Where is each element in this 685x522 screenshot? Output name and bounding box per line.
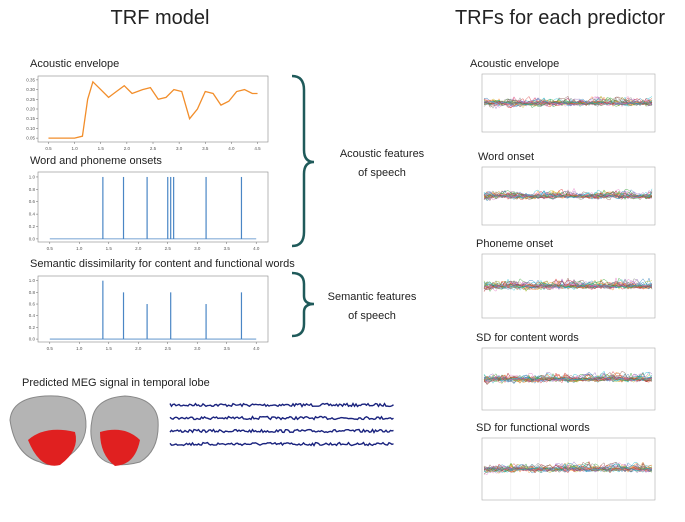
plot-frame xyxy=(37,275,269,343)
y-tick-label: 0.2 xyxy=(29,325,36,330)
panel-label: Word and phoneme onsets xyxy=(30,155,162,167)
x-tick-label: 4.0 xyxy=(253,346,260,351)
x-tick-label: 0.5 xyxy=(45,146,52,151)
trf-plot xyxy=(481,253,656,319)
x-tick-label: 3.5 xyxy=(224,246,231,251)
x-tick-label: 3.5 xyxy=(202,146,209,151)
y-tick-label: 0.8 xyxy=(29,187,36,192)
y-tick-label: 0.05 xyxy=(26,136,35,141)
panel-label: Acoustic envelope xyxy=(30,58,119,70)
trf-trace xyxy=(483,370,653,385)
x-tick-label: 2.0 xyxy=(135,346,142,351)
trf-trace xyxy=(483,190,653,202)
brain-right xyxy=(90,395,159,466)
x-tick-label: 2.0 xyxy=(135,246,142,251)
x-tick-label: 4.0 xyxy=(228,146,235,151)
y-tick-label: 0.30 xyxy=(26,87,35,92)
trf-trace xyxy=(483,190,653,199)
x-tick-label: 3.0 xyxy=(194,246,201,251)
y-tick-label: 0.8 xyxy=(29,290,36,295)
x-tick-label: 1.0 xyxy=(71,146,78,151)
trf-label: Acoustic envelope xyxy=(470,58,559,70)
x-tick-label: 0.5 xyxy=(47,346,54,351)
brain-left xyxy=(9,395,87,466)
brace-label: of speech xyxy=(348,310,396,322)
x-tick-label: 2.5 xyxy=(165,346,172,351)
x-tick-label: 2.5 xyxy=(165,246,172,251)
right-title: TRFs for each predictor xyxy=(455,7,665,29)
trf-label: Phoneme onset xyxy=(476,238,553,250)
trf-label: SD for content words xyxy=(476,332,579,344)
y-tick-label: 0.15 xyxy=(26,116,35,121)
x-tick-label: 4.5 xyxy=(254,146,261,151)
trf-trace xyxy=(483,96,653,107)
trf-trace xyxy=(483,373,653,383)
trf-trace xyxy=(483,277,653,291)
left-title: TRF model xyxy=(111,7,210,29)
x-tick-label: 2.5 xyxy=(150,146,157,151)
meg-trace xyxy=(169,428,394,434)
plot-frame xyxy=(37,75,269,143)
x-tick-label: 1.0 xyxy=(76,246,83,251)
trf-plot xyxy=(481,437,656,501)
y-tick-label: 0.6 xyxy=(29,199,36,204)
x-tick-label: 1.5 xyxy=(98,146,105,151)
y-tick-label: 0.20 xyxy=(26,107,35,112)
x-tick-label: 0.5 xyxy=(47,246,54,251)
y-tick-label: 0.25 xyxy=(26,97,35,102)
brace-label: Acoustic features xyxy=(340,148,425,160)
envelope-line xyxy=(48,80,258,139)
y-tick-label: 0.0 xyxy=(29,337,36,342)
trf-trace xyxy=(483,190,653,199)
y-tick-label: 0.0 xyxy=(29,236,36,241)
x-tick-label: 4.0 xyxy=(253,246,260,251)
meg-trace xyxy=(169,402,394,408)
x-tick-label: 3.5 xyxy=(224,346,231,351)
trf-trace xyxy=(483,96,653,107)
trf-trace xyxy=(483,462,653,473)
meg-signal xyxy=(169,398,394,448)
y-tick-label: 0.6 xyxy=(29,302,36,307)
trf-trace xyxy=(483,97,653,107)
y-tick-label: 0.35 xyxy=(26,77,35,82)
trf-label: Word onset xyxy=(478,151,534,163)
trf-plot xyxy=(481,347,656,411)
x-tick-label: 1.0 xyxy=(76,346,83,351)
x-tick-label: 1.5 xyxy=(106,246,113,251)
y-tick-label: 0.4 xyxy=(29,212,36,217)
y-tick-label: 1.0 xyxy=(29,278,36,283)
trf-trace xyxy=(483,280,653,290)
x-tick-label: 1.5 xyxy=(106,346,113,351)
meg-trace xyxy=(169,441,394,447)
trf-trace xyxy=(483,370,652,383)
trf-trace xyxy=(483,278,653,291)
trf-trace xyxy=(483,188,653,200)
trf-trace xyxy=(483,97,653,107)
brace-label: Semantic features xyxy=(328,291,417,303)
trf-plot xyxy=(481,166,656,226)
trf-trace xyxy=(483,96,653,107)
trf-label: SD for functional words xyxy=(476,422,590,434)
y-tick-label: 1.0 xyxy=(29,174,36,179)
brace-label: of speech xyxy=(358,167,406,179)
x-tick-label: 2.0 xyxy=(124,146,131,151)
x-tick-label: 3.0 xyxy=(194,346,201,351)
trf-trace xyxy=(483,279,652,291)
trf-trace xyxy=(483,462,653,473)
trf-trace xyxy=(483,95,653,108)
y-tick-label: 0.2 xyxy=(29,224,36,229)
y-tick-label: 0.4 xyxy=(29,313,36,318)
trf-plot xyxy=(481,73,656,133)
trf-trace xyxy=(483,372,653,383)
meg-label: Predicted MEG signal in temporal lobe xyxy=(22,377,210,389)
brace xyxy=(291,74,315,248)
brace xyxy=(291,271,315,338)
panel-label: Semantic dissimilarity for content and f… xyxy=(30,258,295,270)
plot-frame xyxy=(37,171,269,243)
x-tick-label: 3.0 xyxy=(176,146,183,151)
meg-trace xyxy=(169,415,394,421)
y-tick-label: 0.10 xyxy=(26,126,35,131)
